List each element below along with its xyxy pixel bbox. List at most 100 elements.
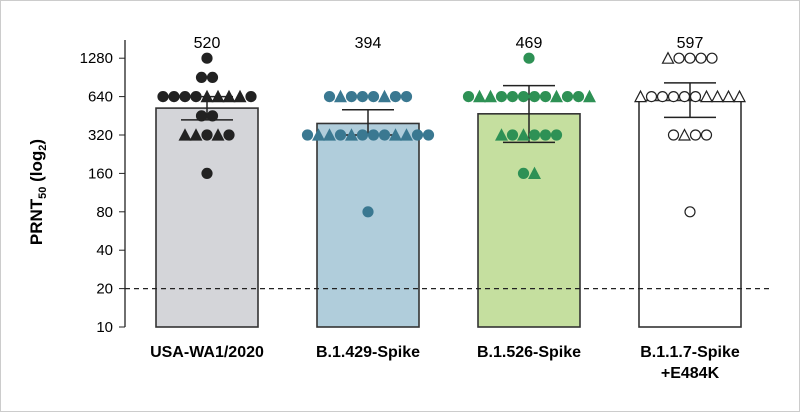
data-point-circle: [700, 129, 713, 141]
y-tick-label: 20: [96, 281, 113, 298]
data-point-circle: [667, 90, 680, 103]
data-point-circle: [462, 90, 475, 103]
data-point-circle: [539, 90, 552, 103]
data-point-triangle: [583, 89, 596, 103]
data-point-circle: [206, 110, 219, 122]
data-point-circle: [550, 129, 563, 141]
data-point-triangle: [323, 128, 336, 141]
data-point-circle: [673, 52, 685, 64]
data-point-circle: [684, 206, 696, 218]
data-point-triangle: [661, 51, 675, 64]
y-tick-label: 320: [88, 127, 113, 144]
y-axis-label: PRNT50 (log2): [27, 139, 49, 245]
data-point-circle: [362, 206, 374, 218]
data-point-circle: [245, 90, 257, 103]
data-point-triangle: [345, 128, 358, 141]
data-point-circle: [400, 90, 413, 103]
data-point-triangle: [189, 128, 203, 141]
data-point-circle: [689, 129, 702, 141]
data-point-triangle: [711, 89, 724, 103]
category-label: B.1.1.7-Spike: [640, 344, 740, 361]
category-label: B.1.526-Spike: [477, 344, 581, 361]
value-label: 394: [355, 35, 382, 52]
data-point-circle: [334, 129, 347, 141]
data-point-circle: [689, 90, 702, 103]
data-point-triangle: [334, 89, 347, 103]
data-point-circle: [695, 52, 707, 64]
data-point-circle: [411, 129, 424, 141]
data-point-circle: [201, 52, 213, 64]
data-point-circle: [506, 90, 519, 103]
data-point-circle: [195, 71, 208, 84]
data-point-circle: [378, 129, 391, 141]
data-point-circle: [206, 71, 219, 84]
data-point-circle: [678, 90, 691, 103]
category-label: B.1.429-Spike: [316, 344, 420, 361]
data-point-triangle: [400, 128, 413, 141]
bar: [477, 113, 581, 328]
data-point-circle: [528, 129, 541, 141]
data-point-triangle: [517, 128, 530, 141]
data-point-triangle: [550, 89, 563, 103]
y-tick-label: 40: [96, 242, 113, 259]
data-point-circle: [323, 90, 336, 103]
value-label: 469: [516, 35, 543, 52]
data-point-circle: [345, 90, 358, 103]
data-point-triangle: [722, 89, 735, 103]
data-point-circle: [523, 52, 535, 64]
data-point-triangle: [495, 128, 508, 141]
data-point-triangle: [211, 89, 225, 103]
data-point-circle: [561, 90, 574, 103]
data-point-circle: [367, 90, 380, 103]
data-point-circle: [367, 129, 380, 141]
y-tick-label: 10: [96, 319, 113, 336]
data-point-circle: [201, 167, 213, 179]
data-point-circle: [179, 90, 191, 103]
data-point-triangle: [678, 128, 691, 141]
data-point-triangle: [484, 89, 497, 103]
y-tick-label: 80: [96, 204, 113, 221]
data-point-triangle: [211, 128, 225, 141]
data-point-circle: [517, 167, 530, 179]
bar: [155, 107, 259, 328]
y-tick-label: 640: [88, 89, 113, 106]
data-point-circle: [190, 90, 202, 103]
data-point-circle: [667, 129, 680, 141]
data-point-circle: [645, 90, 658, 103]
data-point-circle: [422, 129, 435, 141]
data-point-circle: [572, 90, 585, 103]
data-point-circle: [301, 129, 314, 141]
bar: [316, 122, 420, 328]
data-point-circle: [506, 129, 519, 141]
data-point-circle: [157, 90, 169, 103]
data-point-circle: [539, 129, 552, 141]
data-point-circle: [168, 90, 180, 103]
data-point-circle: [356, 129, 369, 141]
data-point-circle: [356, 90, 369, 103]
data-point-circle: [389, 90, 402, 103]
category-label-line2: +E484K: [661, 365, 720, 382]
data-point-circle: [223, 129, 235, 141]
data-point-triangle: [700, 89, 713, 103]
data-point-circle: [517, 90, 530, 103]
data-point-triangle: [200, 89, 214, 103]
data-point-circle: [706, 52, 718, 64]
y-tick-label: 160: [88, 165, 113, 182]
data-point-triangle: [178, 128, 192, 141]
value-label: 520: [194, 35, 221, 52]
value-label: 597: [677, 35, 704, 52]
data-point-circle: [195, 110, 208, 122]
data-point-triangle: [378, 89, 391, 103]
data-point-triangle: [634, 89, 647, 103]
data-point-triangle: [733, 89, 746, 103]
y-tick-label: 1280: [80, 50, 113, 67]
data-point-triangle: [312, 128, 325, 141]
data-point-triangle: [528, 166, 541, 179]
data-point-circle: [656, 90, 669, 103]
data-point-triangle: [389, 128, 402, 141]
data-point-triangle: [233, 89, 247, 103]
data-point-triangle: [473, 89, 486, 103]
data-point-circle: [684, 52, 696, 64]
